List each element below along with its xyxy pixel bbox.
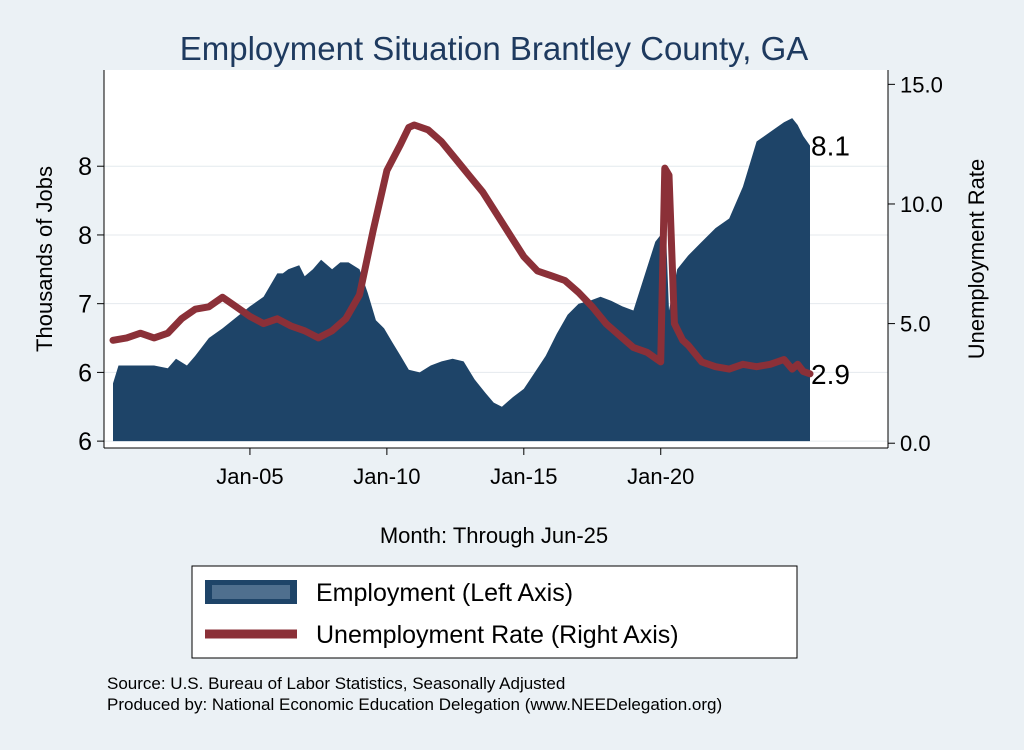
left-tick-label-0: 6 xyxy=(78,428,92,456)
chart-title: Employment Situation Brantley County, GA xyxy=(180,30,809,67)
right-tick-label-2: 10.0 xyxy=(900,192,943,217)
left-tick-label-3: 8 xyxy=(78,222,92,250)
right-tick-label-3: 15.0 xyxy=(900,72,943,97)
left-tick-label-1: 6 xyxy=(78,359,92,387)
x-tick-label-1: Jan-10 xyxy=(353,464,420,489)
right-tick-label-0: 0.0 xyxy=(900,431,931,456)
source-line: Source: U.S. Bureau of Labor Statistics,… xyxy=(107,674,565,693)
left-tick-label-2: 7 xyxy=(78,291,92,319)
legend-label-unemployment: Unemployment Rate (Right Axis) xyxy=(316,621,679,649)
x-axis-label: Month: Through Jun-25 xyxy=(380,523,608,548)
y-axis-left-label: Thousands of Jobs xyxy=(32,166,57,352)
x-tick-label-0: Jan-05 xyxy=(216,464,283,489)
legend: Employment (Left Axis) Unemployment Rate… xyxy=(191,565,798,659)
x-tick-label-3: Jan-20 xyxy=(627,464,694,489)
unemployment-line xyxy=(109,121,814,378)
right-axis-ticks: 0.0 5.0 10.0 15.0 xyxy=(888,72,943,456)
legend-label-employment: Employment (Left Axis) xyxy=(316,579,573,607)
x-axis-ticks: Jan-05 Jan-10 Jan-15 Jan-20 xyxy=(216,448,694,489)
left-tick-label-4: 8 xyxy=(78,153,92,181)
x-tick-label-2: Jan-15 xyxy=(490,464,557,489)
employment-end-label: 8.1 xyxy=(811,131,850,162)
employment-area xyxy=(113,118,810,442)
right-tick-label-1: 5.0 xyxy=(900,312,931,337)
produced-by-line: Produced by: National Economic Education… xyxy=(107,695,722,714)
left-axis-ticks: 6 6 7 8 8 xyxy=(78,153,104,456)
legend-swatch-employment-inner xyxy=(212,585,290,599)
unemployment-end-label: 2.9 xyxy=(811,359,850,390)
y-axis-right-label: Unemployment Rate xyxy=(964,159,989,360)
